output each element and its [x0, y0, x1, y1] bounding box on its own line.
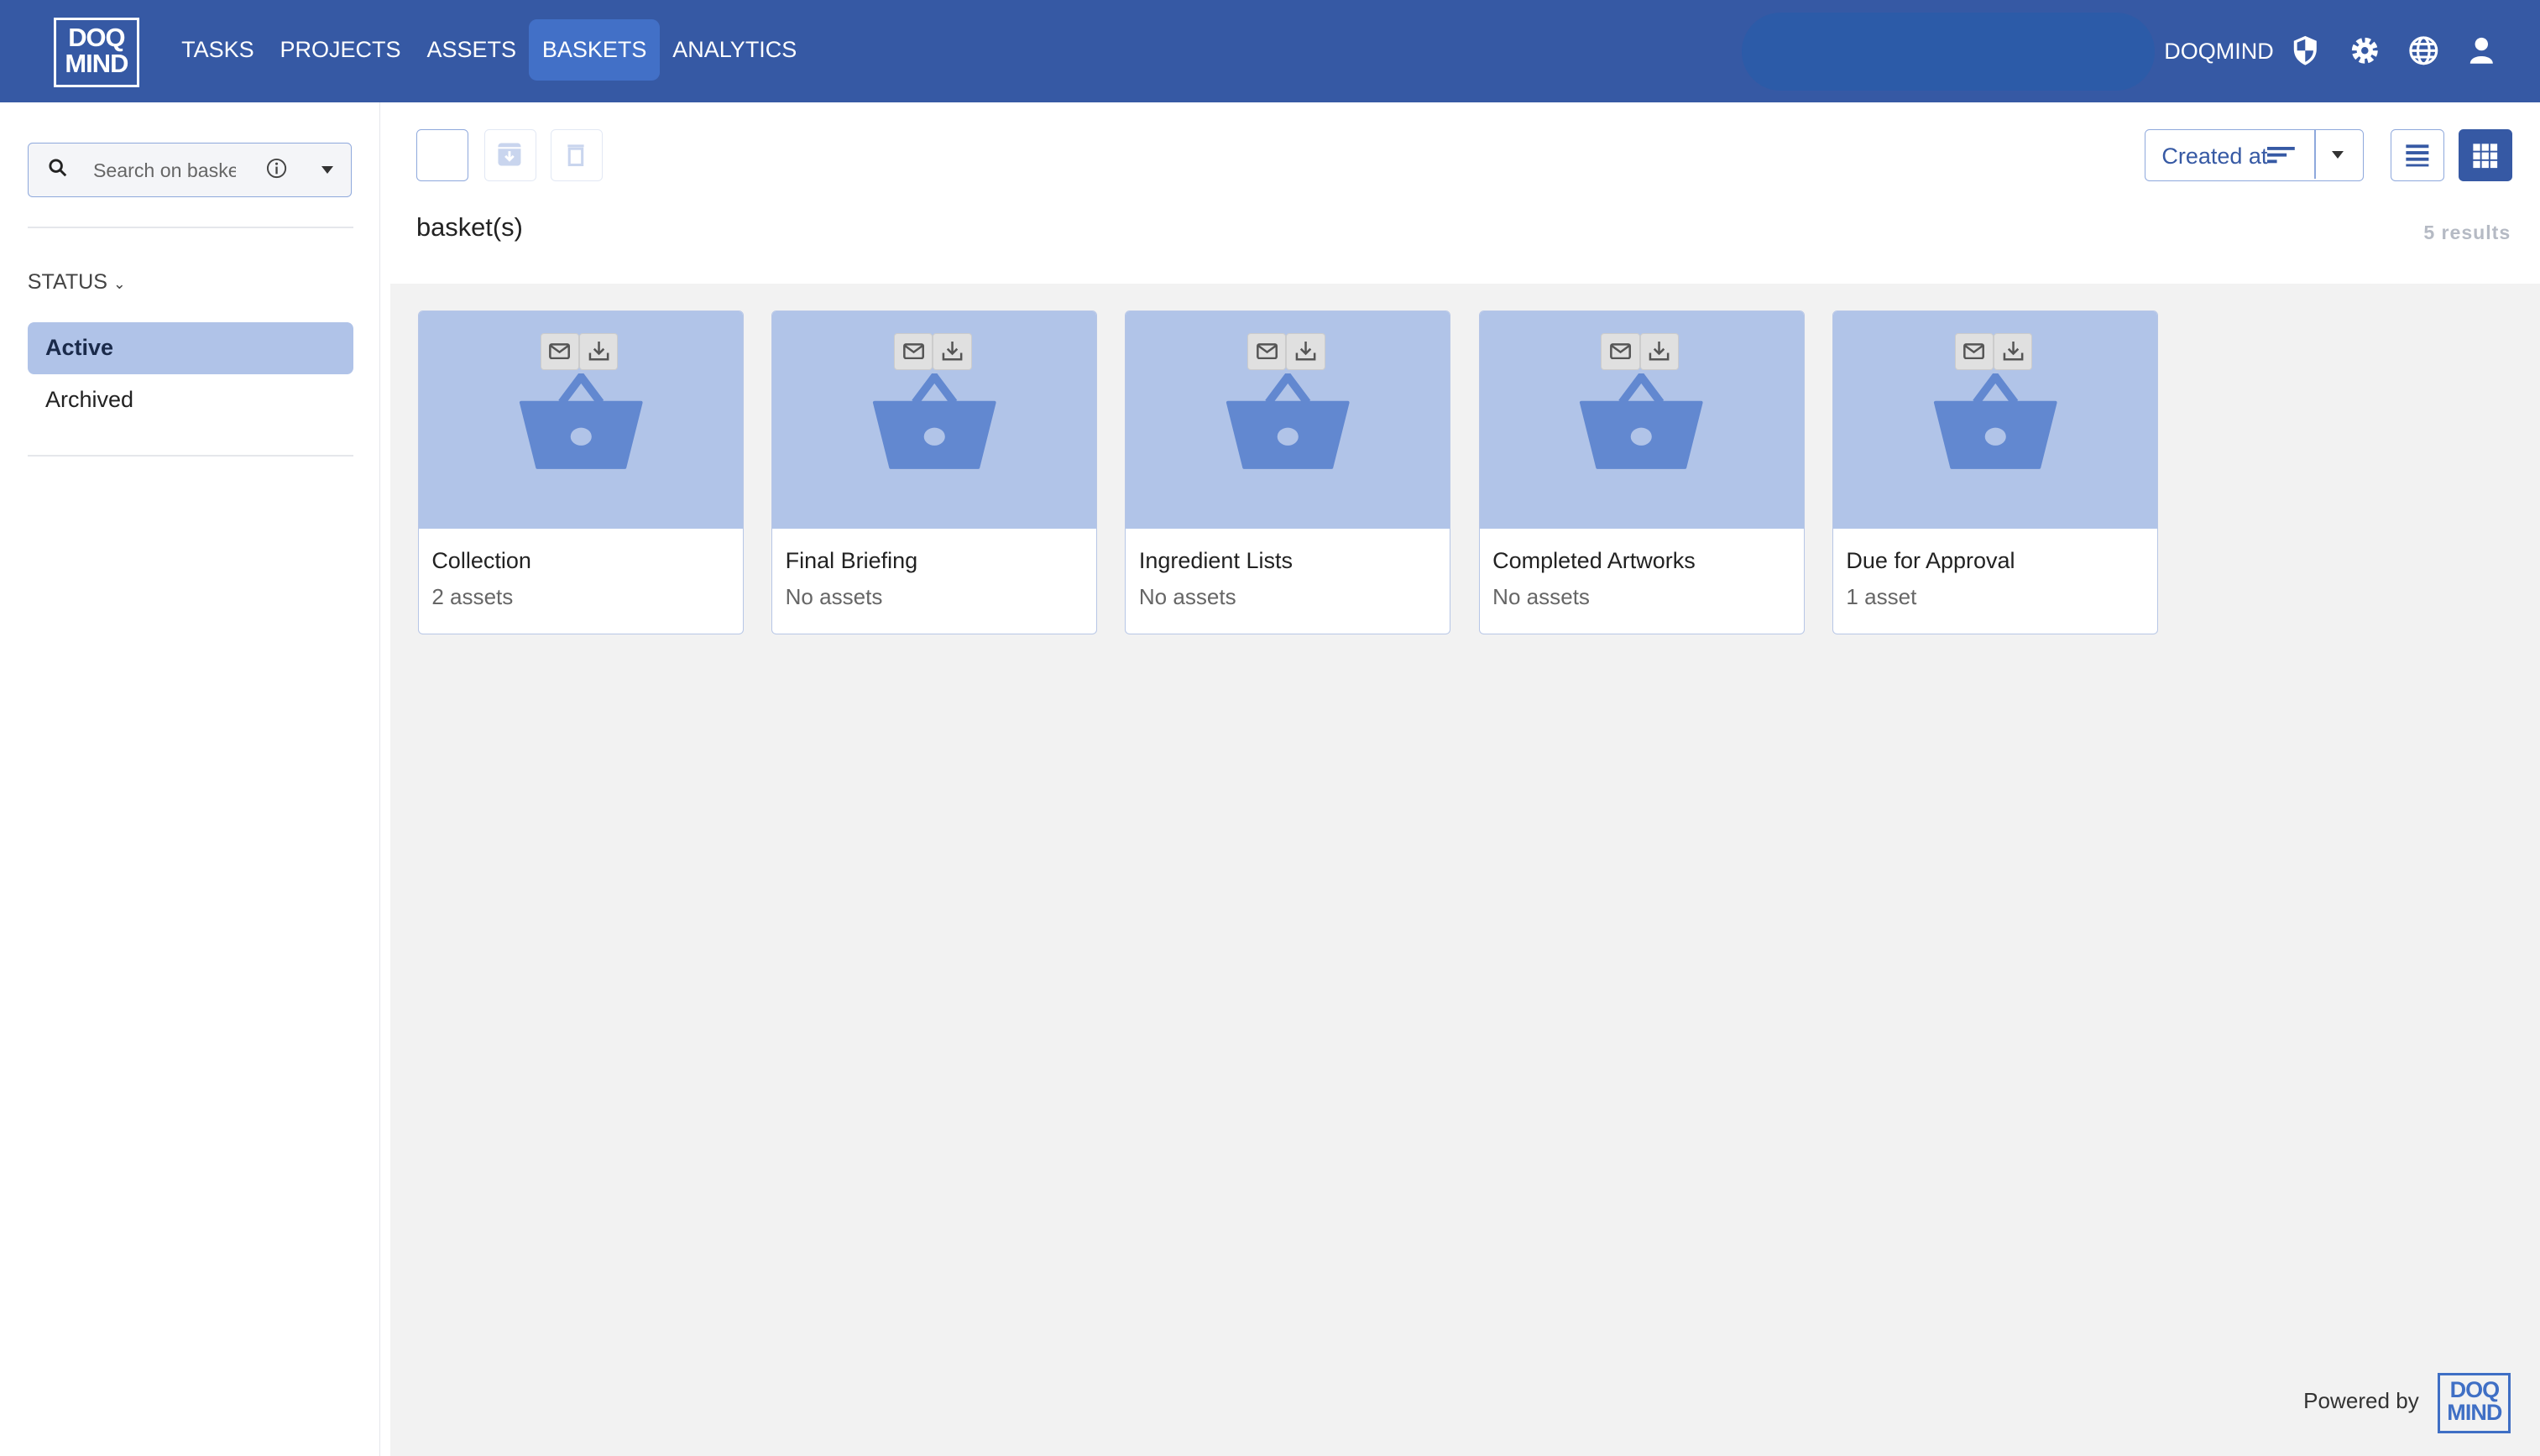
download-basket-button[interactable] [578, 332, 619, 370]
sort-select[interactable]: Created at [2145, 129, 2364, 182]
download-icon [2003, 342, 2024, 361]
basket-asset-count: 1 asset [1846, 583, 1917, 609]
download-icon [1649, 342, 1670, 361]
gear-icon[interactable] [2349, 34, 2381, 67]
download-icon [1295, 342, 1316, 361]
basket-asset-count: No assets [1138, 583, 1236, 609]
basket-asset-count: No assets [1492, 583, 1590, 609]
user-icon[interactable] [2465, 34, 2498, 67]
download-basket-button[interactable] [933, 332, 972, 370]
trash-icon [567, 144, 584, 167]
basket-icon [1580, 373, 1703, 469]
redacted-area [1741, 13, 2155, 91]
basket-card[interactable]: Due for Approval 1 asset [1832, 311, 2158, 635]
email-basket-button[interactable] [1601, 332, 1640, 370]
download-icon [588, 342, 609, 361]
main-content: basket(s) 5 results Created at [381, 102, 2540, 1456]
email-basket-button[interactable] [1247, 332, 1287, 370]
basket-thumbnail [772, 311, 1097, 530]
list-icon [2406, 144, 2429, 167]
nav-analytics[interactable]: ANALYTICS [672, 37, 797, 63]
basket-card[interactable]: Collection 2 assets [417, 311, 744, 635]
doqmind-logo[interactable]: DOQ MIND [53, 18, 140, 88]
doqmind-footer-logo: DOQ MIND [2438, 1373, 2511, 1434]
search-icon [49, 159, 67, 177]
divider [2313, 130, 2316, 180]
email-basket-button[interactable] [893, 332, 933, 370]
basket-asset-count: No assets [785, 583, 883, 609]
nav-projects[interactable]: PROJECTS [280, 37, 401, 63]
download-basket-button[interactable] [1639, 332, 1680, 370]
main-nav: TASKS PROJECTS ASSETS BASKETS ANALYTICS [169, 19, 810, 81]
sidebar: Search on baskets STATUS ⌄ Active Archiv… [0, 102, 380, 1456]
basket-grid: Collection 2 assets Final Briefing No as… [390, 283, 2540, 1456]
basket-name: Collection [431, 548, 531, 574]
archive-icon [498, 143, 521, 166]
basket-card[interactable]: Completed Artworks No assets [1478, 311, 1805, 635]
search-options-dropdown-icon[interactable] [321, 165, 334, 174]
basket-icon [872, 373, 996, 469]
archive-button[interactable] [484, 129, 536, 182]
basket-thumbnail [1126, 311, 1450, 530]
download-basket-button[interactable] [1994, 332, 2033, 370]
select-all-checkbox[interactable] [415, 129, 468, 182]
page-title: basket(s) [415, 211, 523, 242]
top-header: DOQ MIND TASKS PROJECTS ASSETS BASKETS AN… [0, 0, 2540, 102]
basket-icon [1933, 373, 2057, 469]
nav-assets[interactable]: ASSETS [426, 37, 516, 63]
mail-icon [1256, 343, 1278, 360]
basket-card[interactable]: Ingredient Lists No assets [1125, 311, 1451, 635]
status-archived[interactable]: Archived [45, 386, 134, 412]
status-active[interactable]: Active [27, 322, 353, 374]
basket-icon [1226, 373, 1350, 469]
status-label: STATUS [27, 270, 108, 295]
basket-thumbnail [1479, 311, 1804, 530]
download-basket-button[interactable] [1286, 332, 1325, 370]
mail-icon [902, 343, 924, 360]
globe-icon[interactable] [2407, 34, 2440, 67]
mail-icon [549, 343, 571, 360]
search-placeholder: Search on baskets [92, 159, 236, 182]
info-icon[interactable] [266, 158, 287, 179]
status-filter-toggle[interactable]: STATUS ⌄ [28, 270, 126, 295]
basket-name: Due for Approval [1846, 548, 2015, 574]
organization-name[interactable]: DOQMIND [2164, 39, 2274, 65]
email-basket-button[interactable] [1954, 332, 1994, 370]
sort-label: Created at [2161, 143, 2268, 169]
chevron-down-icon: ⌄ [112, 275, 126, 293]
mail-icon [1963, 343, 1985, 360]
nav-tasks[interactable]: TASKS [181, 37, 254, 63]
grid-icon [2473, 144, 2498, 169]
list-view-button[interactable] [2391, 129, 2445, 182]
basket-thumbnail [1832, 311, 2157, 530]
sort-dropdown-icon[interactable] [2331, 151, 2344, 159]
basket-icon [519, 373, 643, 469]
download-icon [942, 342, 963, 361]
divider [27, 227, 353, 229]
basket-card[interactable]: Final Briefing No assets [771, 311, 1098, 635]
sort-descending-icon[interactable] [2266, 146, 2295, 166]
divider [27, 455, 353, 457]
results-count: 5 results [2423, 222, 2511, 244]
grid-view-button[interactable] [2459, 129, 2513, 182]
delete-button[interactable] [551, 129, 603, 182]
shield-icon[interactable] [2289, 34, 2322, 67]
basket-name: Completed Artworks [1492, 548, 1696, 574]
email-basket-button[interactable] [540, 332, 579, 370]
basket-name: Final Briefing [785, 548, 918, 574]
powered-by-label: Powered by [2303, 1387, 2419, 1413]
basket-name: Ingredient Lists [1138, 548, 1293, 574]
basket-asset-count: 2 assets [431, 583, 514, 609]
search-input[interactable]: Search on baskets [27, 142, 352, 198]
basket-thumbnail [418, 311, 743, 530]
mail-icon [1610, 343, 1632, 360]
nav-baskets[interactable]: BASKETS [529, 19, 660, 81]
